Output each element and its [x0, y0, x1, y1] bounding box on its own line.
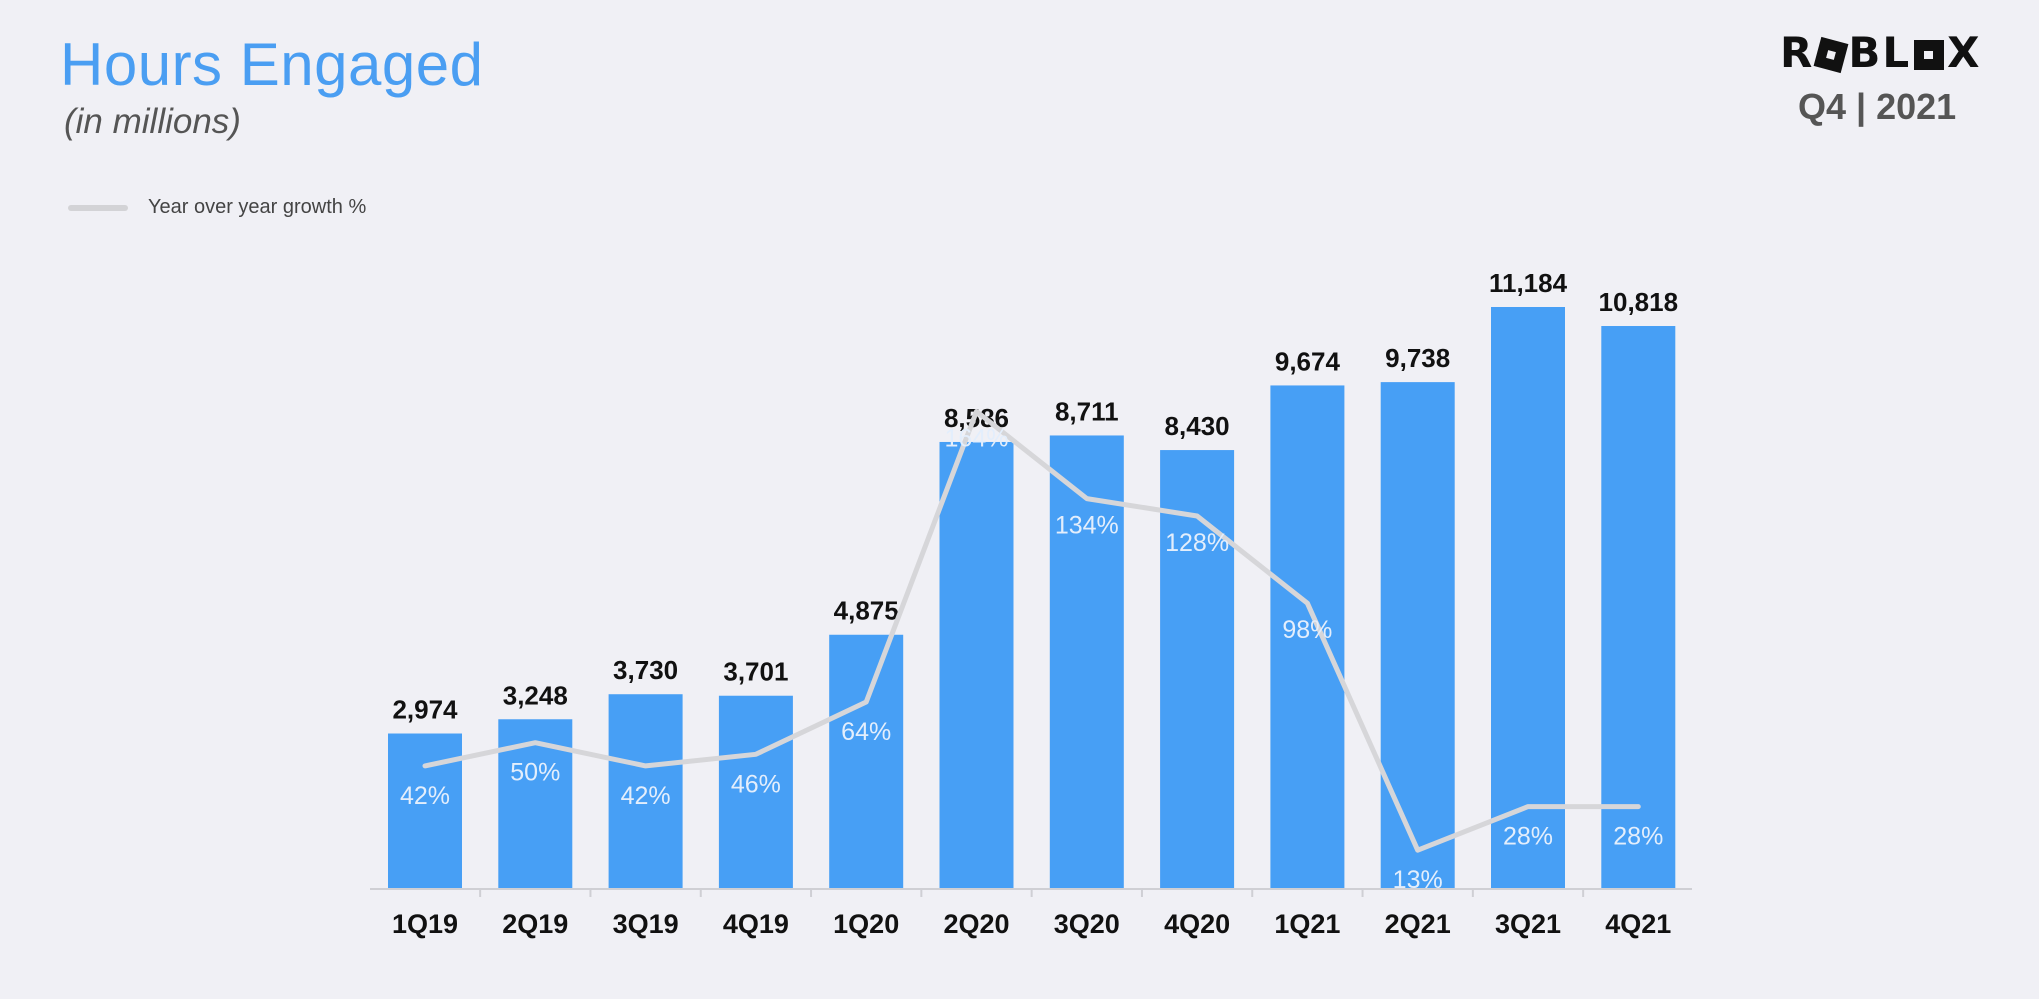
bar-4Q21: [1601, 326, 1676, 888]
growth-label: 42%: [621, 782, 671, 810]
growth-label: 46%: [731, 770, 781, 798]
legend-line-swatch: [68, 204, 128, 211]
bar-value-label: 11,184: [1489, 268, 1568, 298]
bar-1Q19: [388, 733, 462, 888]
bar-1Q20: [829, 634, 904, 888]
growth-label: 134%: [1055, 512, 1119, 540]
growth-label: 13%: [1393, 866, 1443, 894]
bar-value-label: 8,430: [1165, 411, 1230, 441]
bar-value-label: 9,738: [1385, 343, 1450, 373]
x-tick-label: 2Q21: [1385, 909, 1451, 939]
bar-value-label: 3,730: [613, 655, 678, 685]
x-tick-label: 1Q20: [833, 909, 899, 939]
bar-2Q21: [1380, 382, 1455, 888]
x-tick-label: 1Q21: [1274, 909, 1340, 939]
roblox-logo: R BL X: [1780, 28, 1982, 77]
bar-value-label: 10,818: [1599, 287, 1679, 317]
x-tick-label: 3Q21: [1495, 909, 1561, 939]
bar-4Q20: [1160, 450, 1235, 888]
bar-value-label: 4,875: [834, 596, 899, 626]
growth-label: 128%: [1165, 529, 1229, 557]
x-tick-label: 2Q20: [943, 909, 1009, 939]
bar-4Q19: [718, 695, 793, 888]
bar-value-label: 3,701: [723, 657, 788, 687]
growth-label: 42%: [400, 782, 450, 810]
x-tick-label: 4Q21: [1605, 909, 1671, 939]
chart-title: Hours Engaged: [60, 31, 484, 98]
x-tick-label: 3Q20: [1054, 909, 1120, 939]
growth-label: 28%: [1613, 823, 1663, 851]
chart-subtitle: (in millions): [64, 102, 241, 141]
x-tick-label: 2Q19: [502, 909, 568, 939]
bar-3Q20: [1049, 435, 1124, 888]
growth-label: 50%: [510, 759, 560, 787]
bar-3Q19: [608, 694, 683, 888]
growth-label: 164%: [945, 424, 1009, 452]
growth-label: 28%: [1503, 823, 1553, 851]
period-label: Q4 | 2021: [1798, 86, 1957, 127]
legend-label: Year over year growth %: [148, 196, 367, 218]
growth-label: 64%: [841, 718, 891, 746]
x-tick-label: 3Q19: [613, 909, 679, 939]
bar-value-label: 3,248: [503, 680, 568, 710]
legend: Year over year growth %: [68, 196, 366, 219]
growth-label: 98%: [1282, 616, 1332, 644]
x-tick-label: 4Q20: [1164, 909, 1230, 939]
x-tick-label: 1Q19: [392, 909, 458, 939]
bar-1Q21: [1270, 385, 1345, 888]
bar-3Q21: [1491, 307, 1565, 888]
bar-value-label: 2,974: [392, 695, 458, 725]
bar-value-label: 9,674: [1275, 346, 1341, 376]
x-tick-label: 4Q19: [723, 909, 789, 939]
growth-line: [422, 408, 1641, 853]
bar-2Q20: [939, 441, 1014, 888]
bar-value-label: 8,711: [1055, 396, 1119, 426]
